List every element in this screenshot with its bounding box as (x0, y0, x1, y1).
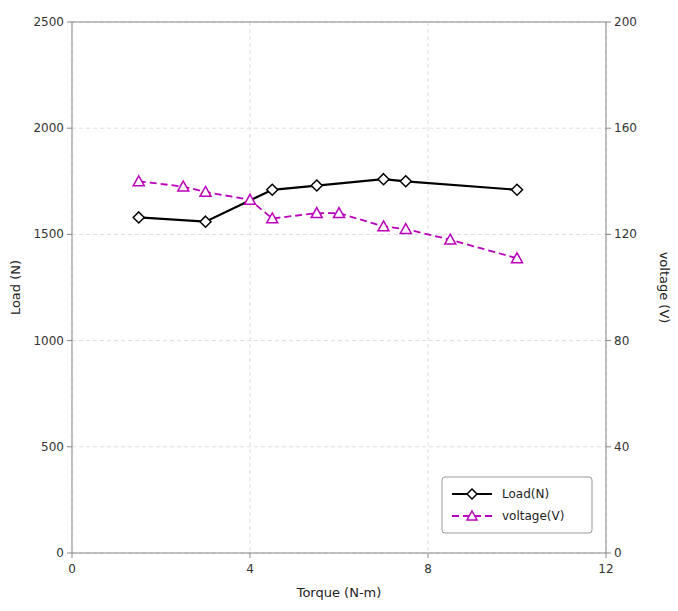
chart: 048120500100015002000250004080120160200T… (0, 0, 678, 611)
point (245, 194, 256, 204)
grid-line (250, 22, 251, 553)
point (378, 174, 389, 185)
series-line (139, 181, 517, 258)
tick-label: 12 (598, 562, 613, 576)
grid-line (72, 446, 606, 447)
point (445, 234, 456, 244)
grid-line (72, 234, 606, 235)
tick (606, 553, 611, 554)
tick (606, 22, 611, 23)
point (378, 221, 389, 231)
point (311, 208, 322, 218)
tick (67, 234, 72, 235)
tick-label: 200 (614, 15, 637, 29)
legend-marker (467, 511, 477, 520)
tick (72, 553, 73, 558)
point (334, 208, 345, 218)
tick (606, 446, 611, 447)
grid (72, 22, 606, 553)
tick-label: 4 (246, 562, 254, 576)
tick-label: 40 (614, 440, 629, 454)
tick (606, 340, 611, 341)
tick (67, 446, 72, 447)
tick (250, 553, 251, 558)
tick (67, 128, 72, 129)
point (133, 212, 144, 223)
point (400, 224, 411, 234)
tick-label: 0 (614, 546, 622, 560)
point (400, 176, 411, 187)
point (267, 184, 278, 195)
grid-line (72, 128, 606, 129)
tick-label: 0 (56, 546, 64, 560)
plot-area (133, 174, 522, 263)
tick (67, 340, 72, 341)
tick (606, 128, 611, 129)
y-axis-label: Load (N) (8, 260, 23, 315)
point (178, 181, 189, 191)
series (133, 174, 522, 227)
tick-label: 2500 (33, 15, 64, 29)
grid-line (72, 340, 606, 341)
series-line (139, 179, 517, 221)
tick (606, 234, 611, 235)
tick-label: 120 (614, 227, 637, 241)
point (133, 176, 144, 186)
tick (67, 553, 72, 554)
tick-label: 80 (614, 334, 629, 348)
legend-box (442, 477, 592, 533)
x-axis-label: Torque (N-m) (296, 585, 382, 600)
tick (428, 553, 429, 558)
y2-axis-label: voltage (V) (657, 252, 672, 324)
point (200, 216, 211, 227)
tick-label: 0 (68, 562, 76, 576)
point (512, 253, 523, 263)
axes: 048120500100015002000250004080120160200 (33, 15, 636, 576)
tick-label: 1000 (33, 334, 64, 348)
plot-frame (72, 22, 606, 553)
tick-label: 8 (424, 562, 432, 576)
point (512, 184, 523, 195)
tick-label: 1500 (33, 227, 64, 241)
legend-label: voltage(V) (502, 509, 564, 523)
legend-marker (467, 489, 477, 499)
tick (67, 22, 72, 23)
grid-line (428, 22, 429, 553)
point (267, 213, 278, 223)
point (311, 180, 322, 191)
legend: Load(N) voltage(V) (442, 477, 592, 533)
tick-label: 500 (41, 440, 64, 454)
legend-label: Load(N) (502, 487, 549, 501)
tick-label: 160 (614, 121, 637, 135)
tick (606, 553, 607, 558)
series (133, 176, 522, 263)
tick-label: 2000 (33, 121, 64, 135)
point (200, 186, 211, 196)
